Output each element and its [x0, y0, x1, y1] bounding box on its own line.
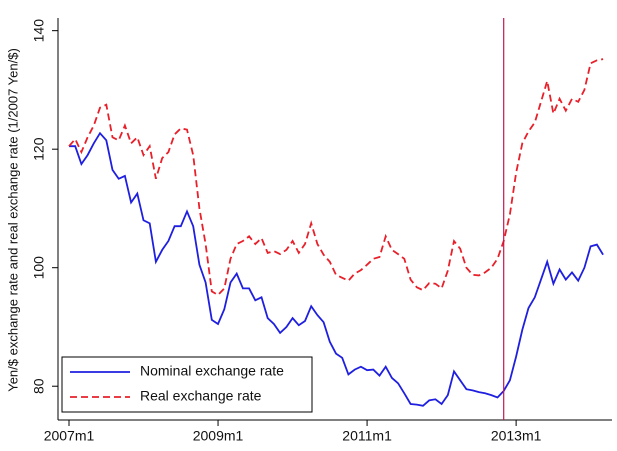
- y-tick-label: 120: [31, 137, 47, 161]
- legend-label: Real exchange rate: [140, 388, 262, 404]
- y-tick-label: 80: [31, 378, 47, 394]
- x-tick-label: 2007m1: [44, 428, 95, 444]
- y-tick-label: 100: [31, 256, 47, 280]
- x-tick-label: 2009m1: [193, 428, 244, 444]
- y-tick-label: 140: [31, 19, 47, 43]
- x-tick-label: 2013m1: [491, 428, 542, 444]
- series-line: [69, 131, 604, 407]
- x-tick-label: 2011m1: [342, 428, 392, 444]
- legend-label: Nominal exchange rate: [140, 363, 284, 379]
- y-axis-title: Yen/$ exchange rate and real exchange ra…: [5, 48, 20, 392]
- series-line: [68, 58, 604, 297]
- legend-box: [61, 356, 313, 413]
